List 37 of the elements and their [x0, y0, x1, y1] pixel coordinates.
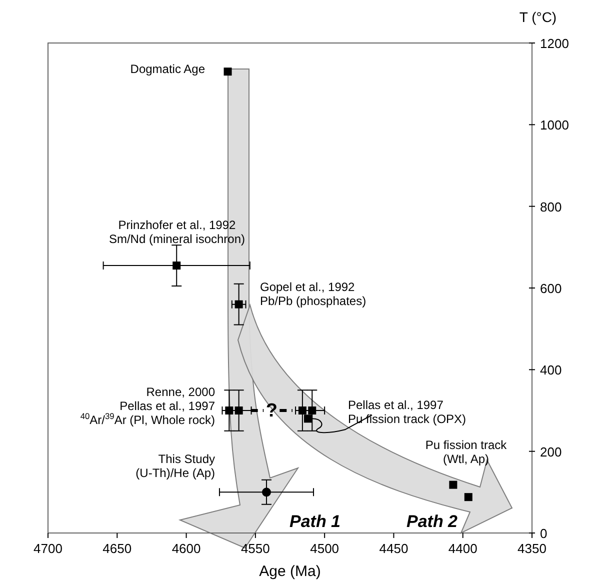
- x-tick-label: 4350: [518, 541, 546, 556]
- y-tick-label: 400: [540, 362, 562, 378]
- point: [172, 262, 181, 270]
- x-tick-label: 4600: [172, 541, 201, 556]
- annotation: Path 1: [289, 512, 341, 531]
- x-tick-label: 4400: [448, 541, 478, 556]
- annotation: Pu fission track (Wtl, Ap): [425, 438, 508, 466]
- point: [234, 406, 243, 414]
- point: [225, 406, 234, 414]
- point: [224, 68, 232, 76]
- x-tick-label: 4500: [310, 541, 340, 556]
- annotation: ?: [266, 400, 278, 422]
- annotation: Prinzhofer et al., 1992 Sm/Nd (mineral isochron): [108, 218, 246, 246]
- point: [464, 493, 472, 502]
- y-tick-label: 1000: [540, 118, 569, 133]
- x-tick-label: 4650: [102, 541, 132, 556]
- annotation: This Study (U-Th)/He (Ap): [136, 452, 215, 480]
- point: [298, 406, 306, 414]
- x-tick-label: 4550: [240, 541, 270, 556]
- y-tick-label: 1200: [540, 36, 569, 51]
- x-tick-label: 4450: [379, 541, 408, 556]
- annotation: Dogmatic Age: [130, 62, 206, 76]
- y-tick-label: 0: [540, 526, 548, 541]
- annotation: Gopel et al., 1992 Pb/Pb (phosphates): [260, 280, 366, 308]
- x-tick-label: 4700: [34, 541, 62, 556]
- y-tick-label: 200: [540, 444, 562, 460]
- x-axis-title: Age (Ma): [259, 563, 321, 580]
- y-tick-label: 600: [540, 281, 562, 296]
- y-tick-label: 800: [540, 199, 562, 214]
- point: [304, 414, 312, 423]
- text: Renne, 2000 Pellas et al., 1997 $^{40}$Ar/$^{39}$Ar (Pl, Whole rock): [80, 385, 215, 427]
- annotation: Path 2: [406, 512, 458, 531]
- point: [262, 488, 271, 497]
- point: [449, 480, 458, 489]
- y-axis-title: T (°C): [519, 9, 557, 25]
- point: [234, 300, 243, 308]
- point: [308, 406, 316, 414]
